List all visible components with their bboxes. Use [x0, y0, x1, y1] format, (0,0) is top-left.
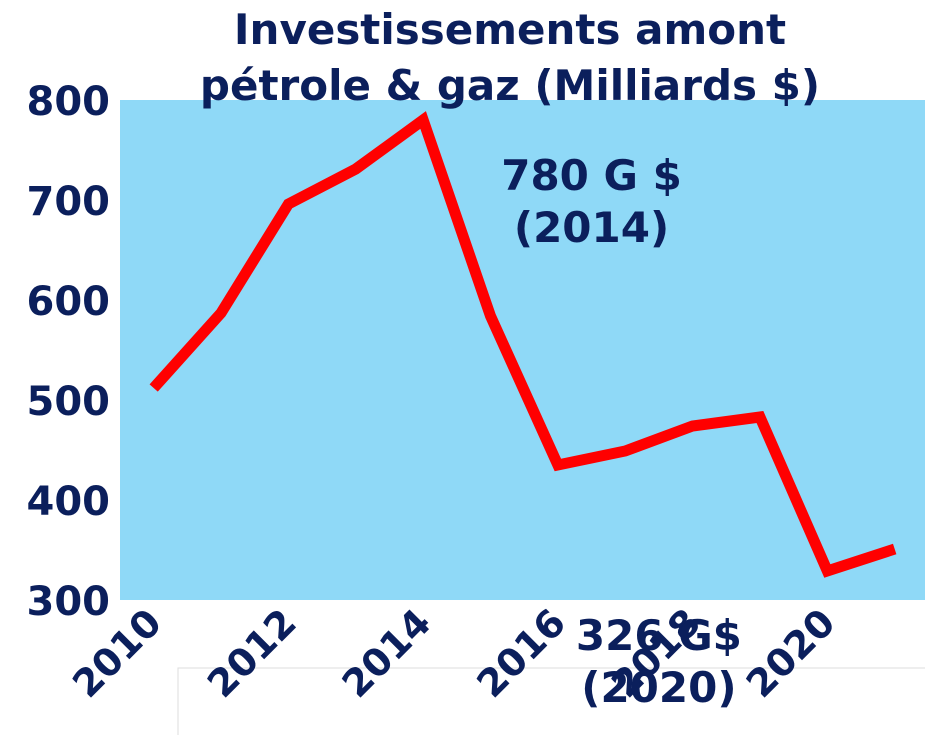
y-tick-label: 300 — [27, 579, 111, 625]
y-tick-label: 800 — [27, 79, 111, 125]
annotation: (2014) — [514, 203, 669, 252]
annotation: 326 G$ — [576, 611, 742, 660]
annotation: 780 G $ — [501, 151, 682, 200]
y-tick-label: 500 — [27, 379, 111, 425]
y-tick-label: 400 — [27, 479, 111, 525]
line — [149, 111, 897, 578]
chart-title: Investissements amont — [234, 5, 786, 54]
panel — [177, 667, 925, 735]
annotation: (2020) — [581, 663, 736, 712]
chart-title: pétrole & gaz (Milliards $) — [200, 61, 820, 110]
y-tick-label: 600 — [27, 279, 111, 325]
plot-area — [120, 100, 925, 600]
y-tick-label: 700 — [27, 179, 111, 225]
